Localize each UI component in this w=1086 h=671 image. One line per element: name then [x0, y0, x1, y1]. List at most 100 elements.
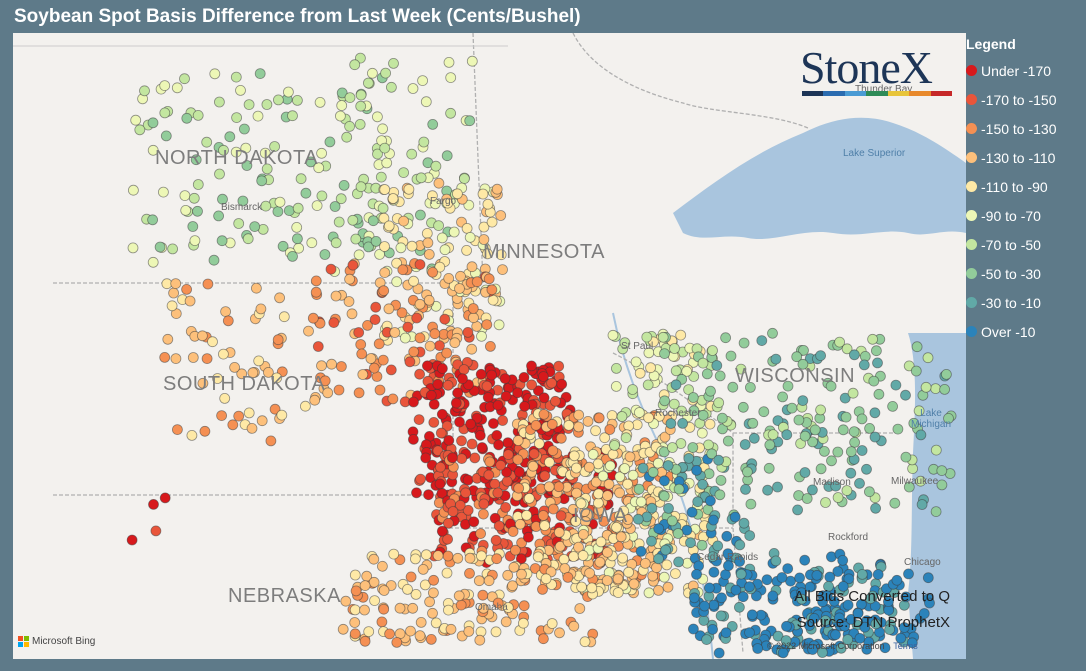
basis-dot[interactable]	[229, 361, 241, 373]
basis-dot[interactable]	[538, 633, 549, 645]
basis-dot[interactable]	[595, 536, 607, 548]
basis-dot[interactable]	[445, 107, 457, 119]
basis-dot[interactable]	[593, 488, 604, 500]
basis-dot[interactable]	[443, 434, 455, 446]
basis-dot[interactable]	[845, 614, 857, 625]
basis-dot[interactable]	[619, 337, 631, 349]
basis-dot[interactable]	[454, 283, 465, 294]
basis-dot[interactable]	[307, 312, 319, 324]
basis-dot[interactable]	[261, 163, 273, 175]
basis-dot[interactable]	[454, 416, 465, 428]
basis-dot[interactable]	[171, 82, 183, 94]
basis-dot[interactable]	[477, 589, 489, 601]
basis-dot[interactable]	[583, 461, 595, 473]
basis-dot[interactable]	[518, 371, 530, 383]
basis-dot[interactable]	[598, 515, 610, 527]
basis-dot[interactable]	[568, 551, 579, 562]
basis-dot[interactable]	[154, 241, 166, 253]
basis-dot[interactable]	[711, 360, 723, 371]
basis-dot[interactable]	[856, 413, 868, 425]
basis-dot[interactable]	[475, 368, 487, 380]
basis-dot[interactable]	[187, 352, 199, 363]
basis-dot[interactable]	[688, 405, 700, 417]
basis-dot[interactable]	[734, 539, 746, 551]
basis-dot[interactable]	[421, 227, 433, 239]
basis-dot[interactable]	[517, 617, 529, 629]
basis-dot[interactable]	[233, 218, 245, 229]
basis-dot[interactable]	[428, 416, 440, 428]
basis-dot[interactable]	[845, 467, 857, 479]
basis-dot[interactable]	[698, 615, 710, 626]
basis-dot[interactable]	[658, 571, 670, 583]
basis-dot[interactable]	[908, 417, 920, 429]
basis-dot[interactable]	[450, 397, 462, 409]
basis-dot[interactable]	[577, 550, 589, 561]
basis-dot[interactable]	[159, 492, 171, 504]
basis-dot[interactable]	[366, 67, 378, 79]
basis-dot[interactable]	[637, 462, 649, 474]
basis-dot[interactable]	[355, 339, 367, 350]
basis-dot[interactable]	[491, 553, 503, 565]
basis-dot[interactable]	[404, 356, 416, 368]
basis-dot[interactable]	[272, 334, 284, 346]
basis-dot[interactable]	[217, 348, 229, 360]
basis-dot[interactable]	[761, 574, 773, 586]
basis-dot[interactable]	[464, 231, 476, 243]
basis-dot[interactable]	[895, 632, 907, 644]
basis-dot[interactable]	[705, 385, 716, 397]
basis-dot[interactable]	[706, 448, 718, 460]
basis-dot[interactable]	[707, 624, 718, 635]
basis-dot[interactable]	[815, 404, 826, 416]
basis-dot[interactable]	[924, 597, 935, 609]
basis-dot[interactable]	[436, 525, 448, 537]
basis-dot[interactable]	[546, 418, 558, 430]
basis-dot[interactable]	[854, 633, 866, 644]
basis-dot[interactable]	[346, 308, 358, 320]
basis-dot[interactable]	[537, 584, 548, 595]
basis-dot[interactable]	[379, 241, 390, 252]
basis-dot[interactable]	[767, 429, 779, 441]
basis-dot[interactable]	[478, 498, 490, 510]
basis-dot[interactable]	[441, 420, 453, 432]
basis-dot[interactable]	[466, 343, 478, 355]
basis-dot[interactable]	[170, 278, 182, 290]
basis-dot[interactable]	[227, 419, 239, 431]
basis-dot[interactable]	[237, 195, 249, 207]
basis-dot[interactable]	[900, 451, 912, 463]
basis-dot[interactable]	[391, 276, 403, 288]
basis-dot[interactable]	[344, 273, 356, 285]
basis-dot[interactable]	[427, 587, 439, 599]
basis-dot[interactable]	[807, 644, 818, 655]
basis-dot[interactable]	[442, 550, 454, 562]
basis-dot[interactable]	[941, 368, 952, 380]
basis-dot[interactable]	[708, 599, 720, 611]
basis-dot[interactable]	[635, 496, 647, 508]
basis-dot[interactable]	[705, 495, 716, 507]
basis-dot[interactable]	[839, 620, 850, 632]
basis-dot[interactable]	[277, 240, 289, 252]
basis-dot[interactable]	[849, 436, 860, 448]
basis-dot[interactable]	[213, 96, 225, 108]
basis-dot[interactable]	[799, 430, 811, 442]
basis-dot[interactable]	[461, 244, 473, 256]
basis-dot[interactable]	[576, 581, 587, 593]
basis-dot[interactable]	[915, 475, 926, 487]
basis-dot[interactable]	[603, 478, 615, 490]
basis-dot[interactable]	[474, 429, 486, 441]
basis-dot[interactable]	[413, 414, 425, 426]
basis-dot[interactable]	[168, 287, 180, 299]
basis-dot[interactable]	[519, 400, 531, 412]
basis-dot[interactable]	[374, 384, 386, 396]
basis-dot[interactable]	[310, 275, 322, 287]
basis-dot[interactable]	[673, 556, 684, 568]
basis-dot[interactable]	[436, 232, 448, 244]
basis-dot[interactable]	[730, 584, 742, 596]
basis-dot[interactable]	[659, 348, 670, 360]
basis-dot[interactable]	[455, 270, 466, 282]
basis-dot[interactable]	[772, 481, 783, 493]
basis-dot[interactable]	[501, 475, 513, 487]
basis-dot[interactable]	[379, 142, 391, 154]
basis-dot[interactable]	[852, 607, 864, 619]
basis-dot[interactable]	[735, 363, 747, 375]
basis-dot[interactable]	[478, 221, 490, 233]
